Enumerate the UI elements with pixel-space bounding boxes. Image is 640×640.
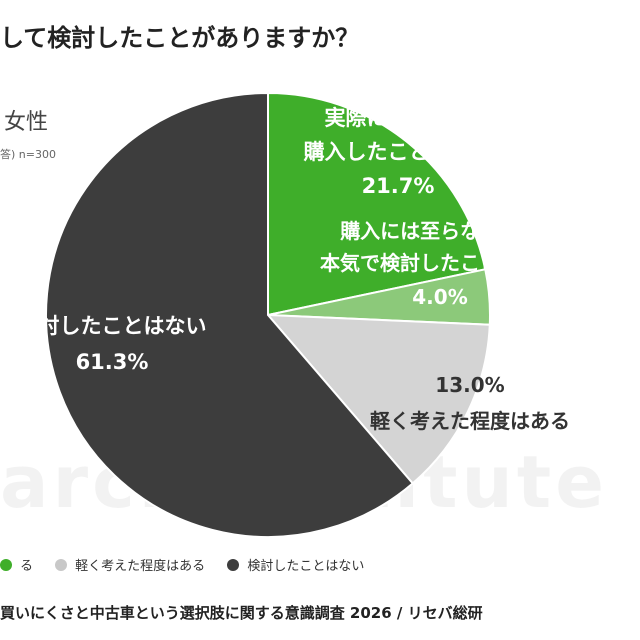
slice-label: 購入には至らないが、 bbox=[340, 219, 540, 243]
sample-note: 答) n=300 bbox=[0, 148, 56, 161]
group-label: 女性 bbox=[4, 110, 49, 135]
slice-value-label: 61.3% bbox=[76, 350, 149, 374]
slice-label: 実際に中古車を bbox=[325, 106, 472, 130]
pie-slice bbox=[265, 313, 491, 485]
legend-label: 検討したことはない bbox=[247, 559, 365, 574]
slice-value-label: 4.0% bbox=[412, 285, 467, 309]
slice-label: 本気で検討したことがある bbox=[320, 251, 560, 275]
pie-slice bbox=[45, 91, 415, 538]
slice-value-label: 21.7% bbox=[362, 174, 435, 198]
legend: る 軽く考えた程度はある 検討したことはない bbox=[0, 555, 382, 575]
slice-value-label: 13.0% bbox=[435, 373, 504, 397]
slice-label: 検討したことはない bbox=[18, 314, 207, 338]
source-footer: 買いにくさと中古車という選択肢に関する意識調査 2026 / リセバ総研 bbox=[0, 604, 483, 622]
legend-item: る bbox=[0, 555, 33, 574]
legend-swatch bbox=[227, 558, 240, 571]
slice-label: 購入したことがある bbox=[303, 140, 493, 164]
legend-label: る bbox=[20, 559, 34, 574]
chart-title: して検討したことがありますか？ bbox=[0, 24, 360, 52]
legend-item: 検討したことはない bbox=[227, 555, 364, 574]
slice-label: 軽く考えた程度はある bbox=[370, 409, 570, 433]
legend-swatch bbox=[0, 558, 12, 571]
pie-slice bbox=[267, 91, 487, 317]
legend-item: 軽く考えた程度はある bbox=[55, 555, 205, 574]
legend-label: 軽く考えた程度はある bbox=[75, 559, 206, 574]
legend-swatch bbox=[55, 558, 68, 571]
